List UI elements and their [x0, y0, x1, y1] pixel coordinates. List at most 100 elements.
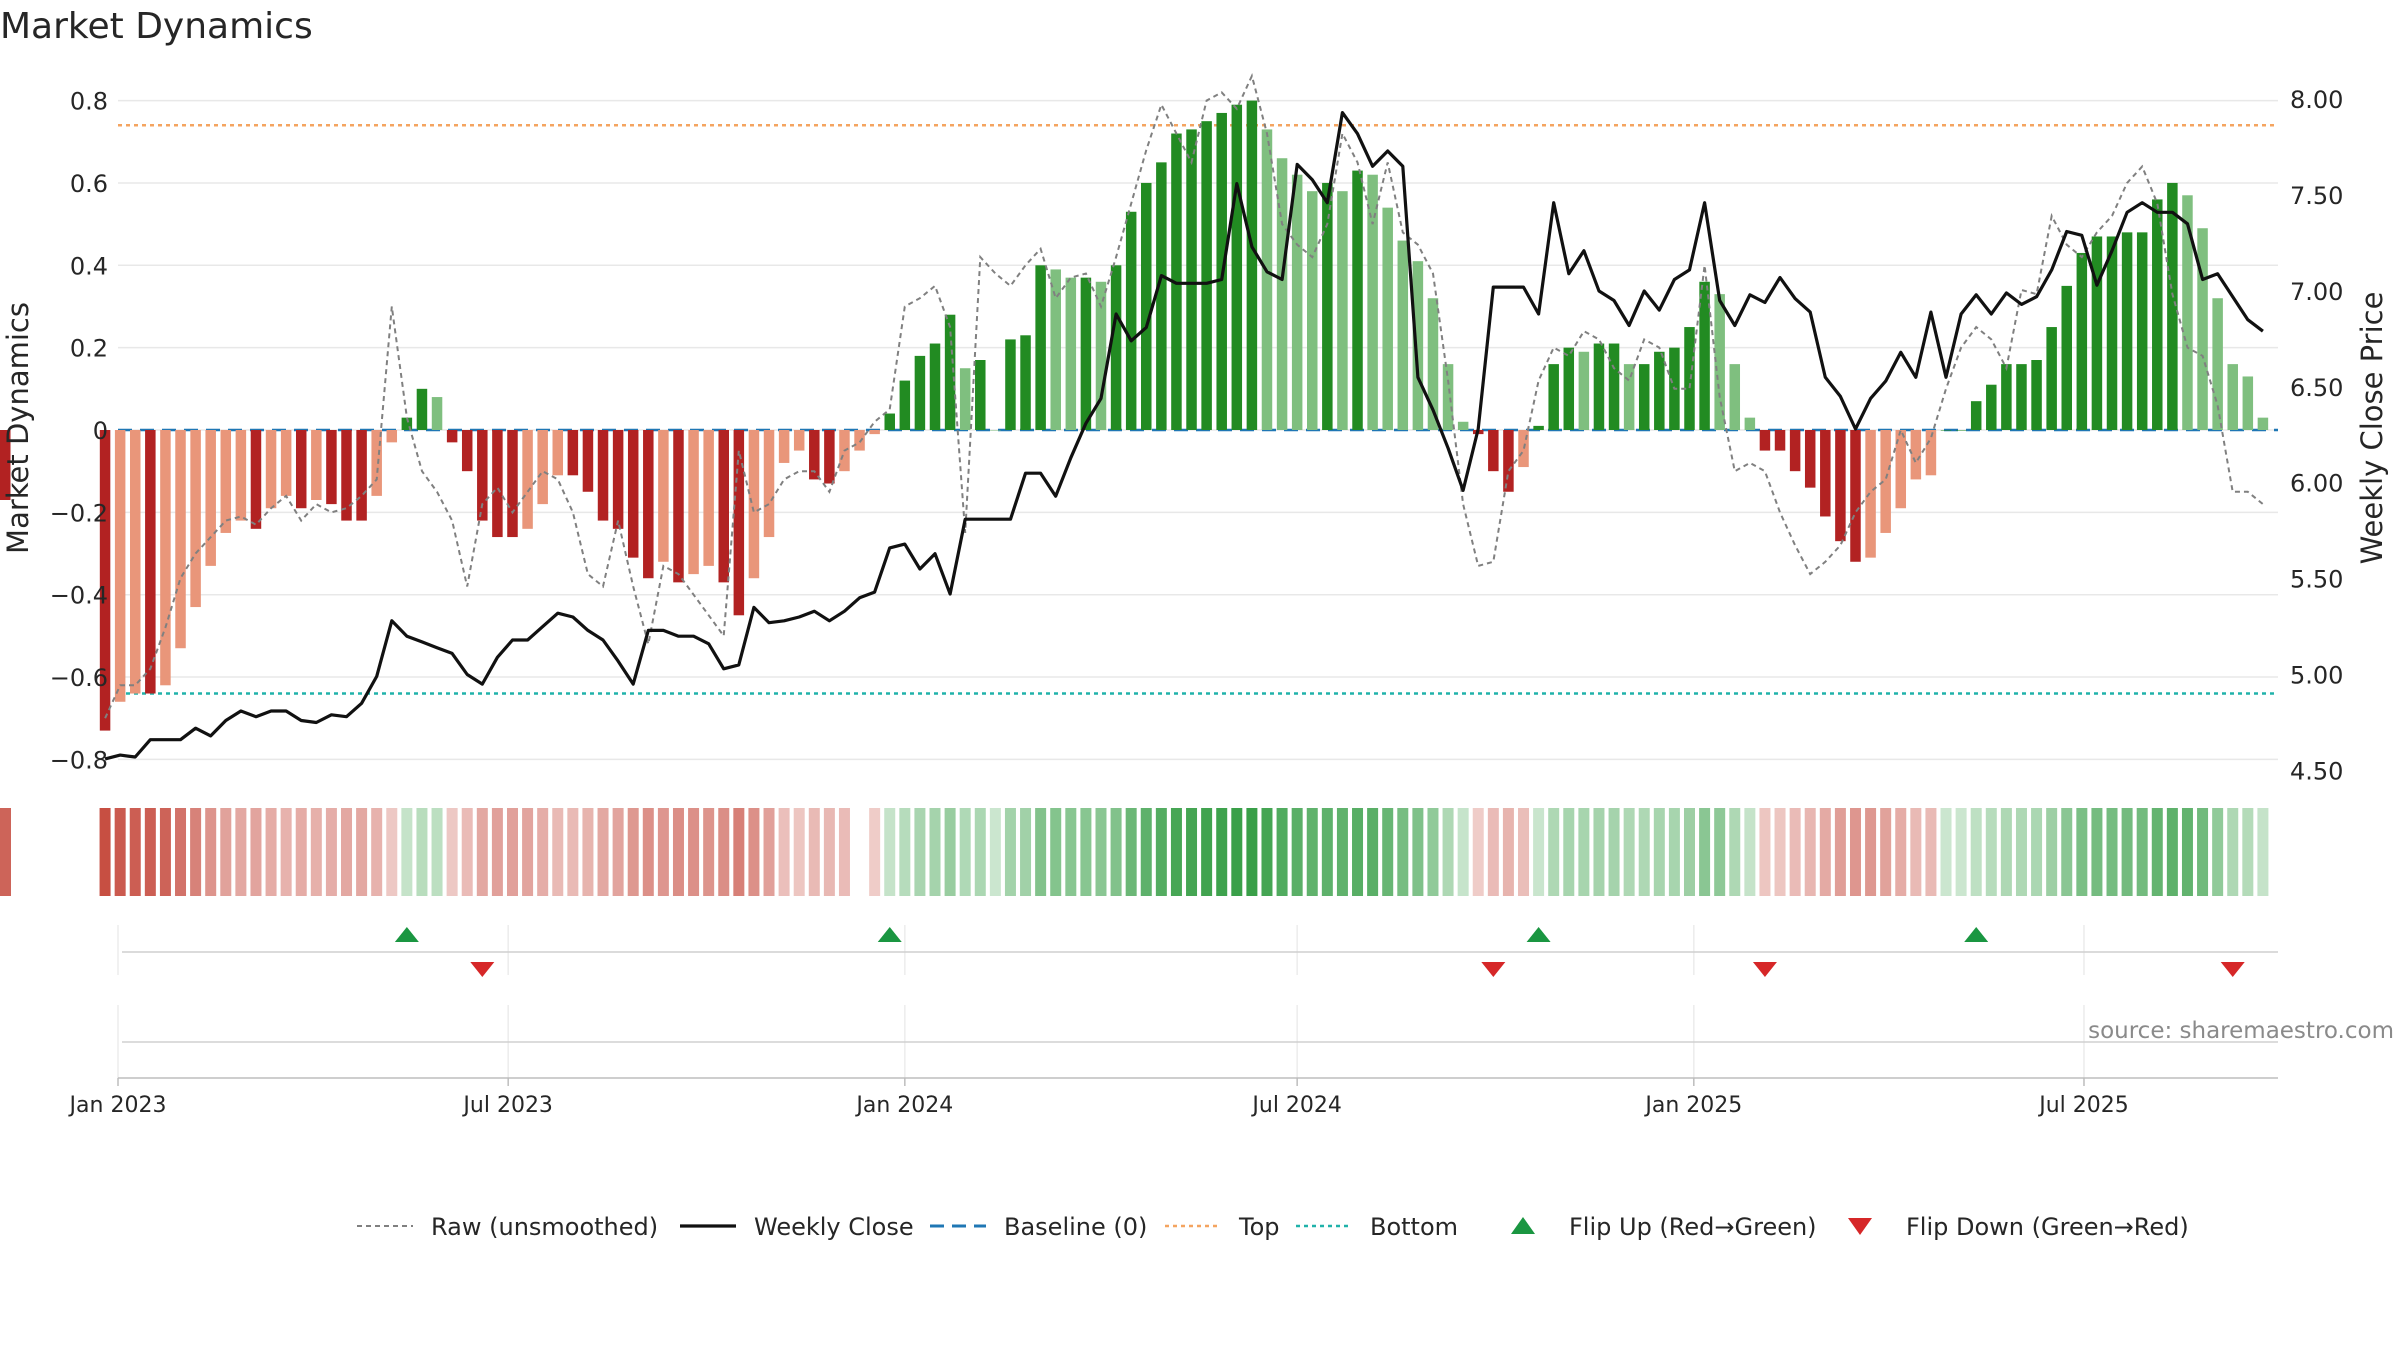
- regime-cell: [2181, 808, 2193, 896]
- dynamics-bar: [265, 430, 277, 509]
- dynamics-bar: [1986, 384, 1997, 430]
- dynamics-bar: [1065, 277, 1077, 430]
- regime-cell: [838, 808, 850, 896]
- regime-cell: [733, 808, 745, 896]
- regime-cell: [1140, 808, 1152, 896]
- regime-cell: [1502, 808, 1514, 896]
- series-lines: [104, 72, 2264, 761]
- regime-cell: [1729, 808, 1741, 896]
- regime-cell: [491, 808, 503, 896]
- dynamics-bar: [869, 430, 880, 435]
- x-tick-label: Jul 2024: [1250, 1093, 1342, 1118]
- regime-cell: [1080, 808, 1092, 896]
- dynamics-bar: [2136, 232, 2148, 430]
- dynamics-bar: [944, 314, 956, 430]
- dynamics-bar: [461, 430, 473, 472]
- dynamics-bar: [612, 430, 624, 529]
- dynamics-bar: [1337, 191, 1348, 430]
- dynamics-bar: [688, 430, 699, 575]
- dynamics-bar: [1804, 430, 1816, 488]
- dynamics-bar: [673, 430, 684, 583]
- regime-cell: [295, 808, 307, 896]
- regime-cell: [899, 808, 911, 896]
- regime-cell: [1216, 808, 1228, 896]
- regime-cell: [2197, 808, 2209, 896]
- regime-cell: [1065, 808, 1077, 896]
- regime-cell: [1412, 808, 1424, 896]
- regime-cell: [1759, 808, 1771, 896]
- dynamics-bar: [280, 430, 292, 496]
- dynamics-bar: [733, 430, 745, 616]
- dynamics-bar: [1276, 158, 1288, 430]
- dynamics-bar: [2242, 376, 2254, 430]
- dynamics-bar: [129, 430, 141, 694]
- x-axis: Jan 2023 Jul 2023 Jan 2024 Jul 2024 Jan 2025…: [68, 1077, 2278, 1118]
- dynamics-bar: [341, 430, 352, 521]
- regime-cell: [280, 808, 292, 896]
- dynamics-bar: [1865, 430, 1876, 558]
- regime-cell: [1593, 808, 1605, 896]
- dynamics-bar: [1397, 240, 1409, 430]
- regime-cell: [672, 808, 684, 896]
- regime-cell: [1261, 808, 1273, 896]
- regime-cell: [929, 808, 941, 896]
- dynamics-bar: [1457, 421, 1469, 430]
- regime-cell: [325, 808, 337, 896]
- dynamics-bar: [1442, 364, 1454, 430]
- regime-cell: [944, 808, 956, 896]
- dynamics-bar: [914, 355, 926, 430]
- regime-cell: [642, 808, 654, 896]
- regime-cell: [2257, 808, 2269, 896]
- dynamics-bar: [371, 430, 382, 496]
- regime-cell: [989, 808, 1001, 896]
- x-tick-label: Jan 2023: [68, 1093, 167, 1118]
- legend-label: Bottom: [1370, 1213, 1458, 1241]
- dynamics-bar: [643, 430, 654, 579]
- regime-cell: [2061, 808, 2073, 896]
- regime-cell: [522, 808, 534, 896]
- regime-cell: [688, 808, 700, 896]
- regime-cell: [205, 808, 217, 896]
- dynamics-bar: [1593, 343, 1605, 430]
- dynamics-bar: [824, 430, 835, 484]
- regime-cell: [1578, 808, 1590, 896]
- regime-cell: [1472, 808, 1484, 896]
- dynamics-bar: [356, 430, 367, 521]
- dynamics-bar: [2046, 327, 2057, 430]
- dynamics-bar: [1789, 430, 1801, 472]
- regime-cell: [341, 808, 353, 896]
- dynamics-bar: [235, 430, 247, 521]
- regime-cell: [793, 808, 805, 896]
- dynamics-bar: [2016, 364, 2027, 430]
- regime-cell: [371, 808, 383, 896]
- regime-cell: [144, 808, 156, 896]
- regime-cell: [2091, 808, 2103, 896]
- regime-cell: [476, 808, 488, 896]
- dynamics-bar: [2167, 182, 2178, 430]
- dynamics-bar: [1246, 100, 1258, 431]
- legend-swatch: [1511, 1217, 1535, 1234]
- regime-cell: [703, 808, 715, 896]
- dynamics-bar: [703, 430, 714, 566]
- dynamics-bar: [975, 360, 986, 430]
- regime-cell: [567, 808, 579, 896]
- regime-cell: [1533, 808, 1545, 896]
- dynamics-bar: [959, 368, 971, 430]
- dynamics-bar: [1125, 211, 1137, 430]
- dynamics-bar: [1382, 207, 1393, 430]
- dynamics-bar: [1925, 430, 1937, 476]
- legend-swatch: [1848, 1218, 1872, 1235]
- dynamics-bar: [1955, 430, 1967, 431]
- regime-cell: [2227, 808, 2239, 896]
- left-axis-label: Market Dynamics: [1, 302, 35, 554]
- dynamics-bar: [1261, 129, 1273, 431]
- regime-cell: [1683, 808, 1695, 896]
- dynamics-bar: [2121, 232, 2133, 430]
- regime-cell: [1321, 808, 1333, 896]
- right-axis-ticks: 8.00 7.50 7.00 6.50 6.00 5.50 5.00 4.50: [2290, 86, 2343, 785]
- regime-cell: [235, 808, 247, 896]
- regime-cell: [250, 808, 262, 896]
- regime-cell: [1985, 808, 1997, 896]
- right-tick-label: 5.50: [2290, 566, 2343, 594]
- dynamics-bar: [884, 413, 895, 430]
